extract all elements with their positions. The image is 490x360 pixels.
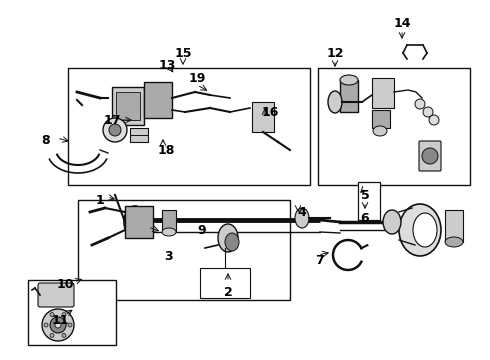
Text: 1: 1 <box>96 194 104 207</box>
Text: 17: 17 <box>103 113 121 126</box>
Bar <box>28 280 116 345</box>
Circle shape <box>55 322 61 328</box>
Ellipse shape <box>383 210 401 234</box>
Circle shape <box>423 107 433 117</box>
Bar <box>252 102 274 132</box>
Text: 8: 8 <box>42 134 50 147</box>
Circle shape <box>415 99 425 109</box>
Bar <box>200 268 250 298</box>
Ellipse shape <box>373 126 387 136</box>
Text: 13: 13 <box>158 59 176 72</box>
Text: 10: 10 <box>56 279 74 292</box>
Ellipse shape <box>328 91 342 113</box>
Circle shape <box>429 115 439 125</box>
Bar <box>372 110 390 128</box>
Bar <box>372 78 394 108</box>
Text: 14: 14 <box>393 17 411 30</box>
Text: 4: 4 <box>297 206 306 219</box>
Circle shape <box>68 323 72 327</box>
Bar <box>144 82 172 118</box>
Text: 2: 2 <box>223 287 232 300</box>
Text: 16: 16 <box>261 105 279 118</box>
Circle shape <box>422 148 438 164</box>
Bar <box>130 128 148 142</box>
Circle shape <box>103 118 127 142</box>
Circle shape <box>50 317 66 333</box>
Bar <box>78 200 290 300</box>
Bar <box>318 68 470 185</box>
Circle shape <box>109 124 121 136</box>
Circle shape <box>44 323 48 327</box>
Bar <box>68 68 310 185</box>
Ellipse shape <box>445 237 463 247</box>
FancyBboxPatch shape <box>419 141 441 171</box>
Text: 7: 7 <box>316 253 324 266</box>
Ellipse shape <box>218 224 238 252</box>
FancyBboxPatch shape <box>38 283 74 307</box>
Bar <box>358 182 380 220</box>
Text: 5: 5 <box>361 189 369 202</box>
Text: 19: 19 <box>188 72 206 85</box>
Text: 15: 15 <box>174 46 192 59</box>
Text: 18: 18 <box>157 144 175 157</box>
Ellipse shape <box>399 204 441 256</box>
Ellipse shape <box>295 208 309 228</box>
Ellipse shape <box>225 233 239 251</box>
Ellipse shape <box>124 206 146 238</box>
Circle shape <box>62 333 66 337</box>
Bar <box>116 92 140 120</box>
Bar <box>445 210 463 242</box>
Bar <box>162 210 176 232</box>
Text: 6: 6 <box>361 212 369 225</box>
Bar <box>125 206 153 238</box>
Text: 11: 11 <box>51 314 69 327</box>
Text: 12: 12 <box>326 46 344 59</box>
Text: 9: 9 <box>197 224 206 237</box>
Circle shape <box>62 312 66 316</box>
Ellipse shape <box>413 213 437 247</box>
Circle shape <box>42 309 74 341</box>
Text: 3: 3 <box>164 251 172 264</box>
Ellipse shape <box>162 228 176 236</box>
Circle shape <box>50 312 54 316</box>
Bar <box>112 87 144 125</box>
Ellipse shape <box>340 75 358 85</box>
Circle shape <box>50 333 54 337</box>
Bar <box>340 80 358 112</box>
